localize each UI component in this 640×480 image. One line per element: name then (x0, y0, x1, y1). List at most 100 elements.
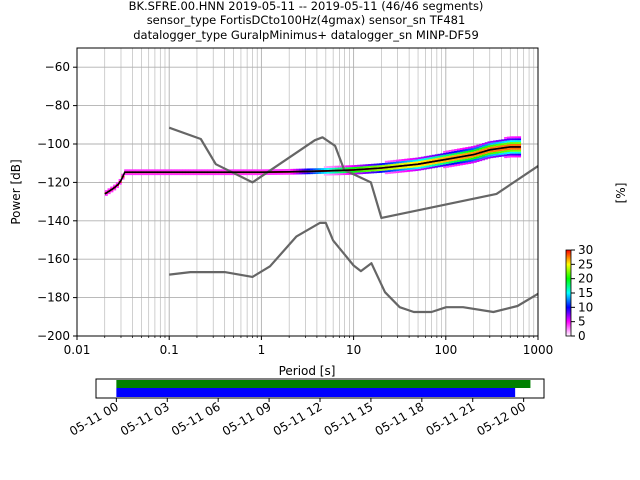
density-cell (365, 169, 369, 172)
density-cell (129, 173, 133, 176)
timeline-bars (116, 380, 531, 397)
density-cell (429, 166, 433, 169)
density-cell (323, 171, 327, 174)
density-cell (429, 164, 433, 167)
density-cell (426, 157, 430, 160)
density-cell (326, 173, 330, 176)
density-cell (512, 151, 516, 154)
density-cell (337, 173, 341, 176)
density-cell (387, 171, 391, 174)
density-cell (517, 138, 522, 141)
density-cell (298, 168, 302, 171)
title-line-2: sensor_type FortisDCto100Hz(4gmax) senso… (147, 13, 466, 27)
density-cell (434, 165, 438, 168)
density-cell (476, 160, 480, 162)
density-cell (448, 163, 452, 166)
density-cell (304, 172, 308, 175)
density-cell (426, 159, 430, 162)
density-cell (412, 159, 416, 162)
x-axis-label: Period [s] (279, 364, 336, 378)
density-cell (426, 167, 430, 170)
density-cell (160, 169, 164, 172)
density-cell (407, 168, 411, 170)
density-cell (468, 158, 472, 161)
density-cell (315, 168, 319, 171)
density-cell (440, 153, 444, 156)
density-cell (210, 173, 214, 176)
density-cell (207, 173, 211, 176)
density-cell (454, 160, 458, 163)
density-cell (404, 170, 408, 173)
density-cell (287, 172, 291, 175)
density-cell (470, 161, 474, 164)
density-cell (379, 163, 383, 166)
colorbar-tick-label: 0 (578, 329, 586, 343)
density-cell (487, 141, 491, 144)
density-cell (495, 155, 499, 158)
density-cell (462, 149, 466, 152)
density-cell (343, 165, 347, 168)
density-cell (498, 153, 502, 156)
density-cell (179, 173, 183, 176)
density-cell (509, 155, 513, 158)
density-cell (113, 188, 117, 191)
density-cell (501, 145, 505, 147)
density-cell (285, 172, 289, 175)
density-cell (218, 173, 222, 176)
y-tick-label: −200 (37, 329, 70, 343)
x-tick-label: 1000 (523, 343, 554, 357)
y-tick-label: −80 (45, 99, 70, 113)
density-cell (323, 166, 327, 169)
density-cell (185, 169, 189, 172)
density-cell (254, 169, 258, 172)
density-cell (126, 173, 131, 176)
density-cell (248, 173, 253, 176)
density-cell (368, 164, 372, 166)
density-cell (498, 155, 502, 157)
density-cell (315, 172, 319, 174)
density-cell (512, 140, 516, 143)
density-cell (351, 167, 355, 169)
density-cell (501, 154, 505, 157)
density-cell (490, 152, 494, 155)
density-cell (465, 149, 469, 151)
density-cell (426, 165, 430, 168)
density-cell (346, 173, 350, 175)
density-cell (318, 172, 322, 174)
density-cell (420, 158, 424, 161)
density-cell (398, 166, 402, 169)
density-cell (487, 156, 491, 159)
density-cell (332, 173, 336, 176)
density-cell (404, 160, 408, 163)
density-cell (504, 144, 508, 147)
density-cell (462, 157, 466, 160)
density-cell (512, 149, 516, 152)
density-cell (476, 156, 480, 159)
density-cell (407, 169, 411, 172)
density-cell (443, 166, 447, 169)
density-cell (481, 152, 485, 155)
density-cell (434, 161, 438, 164)
y-tick-label: −160 (37, 252, 70, 266)
density-cell (445, 163, 449, 166)
density-cell (393, 169, 397, 172)
density-cell (140, 173, 144, 176)
density-cell (512, 136, 516, 139)
density-cell (443, 152, 447, 155)
density-cell (454, 164, 458, 167)
density-cell (418, 166, 422, 169)
density-cell (517, 147, 522, 150)
density-cell (376, 171, 380, 174)
density-cell (107, 192, 111, 195)
density-cell (190, 173, 194, 176)
density-cell (432, 156, 436, 159)
density-cell (182, 173, 186, 176)
density-cell (462, 159, 466, 162)
density-cell (512, 138, 516, 141)
density-cell (146, 173, 150, 176)
density-cell (124, 173, 128, 176)
density-cell (329, 167, 333, 170)
density-cell (515, 155, 519, 158)
density-cell (509, 147, 513, 150)
density-cell (382, 168, 386, 171)
